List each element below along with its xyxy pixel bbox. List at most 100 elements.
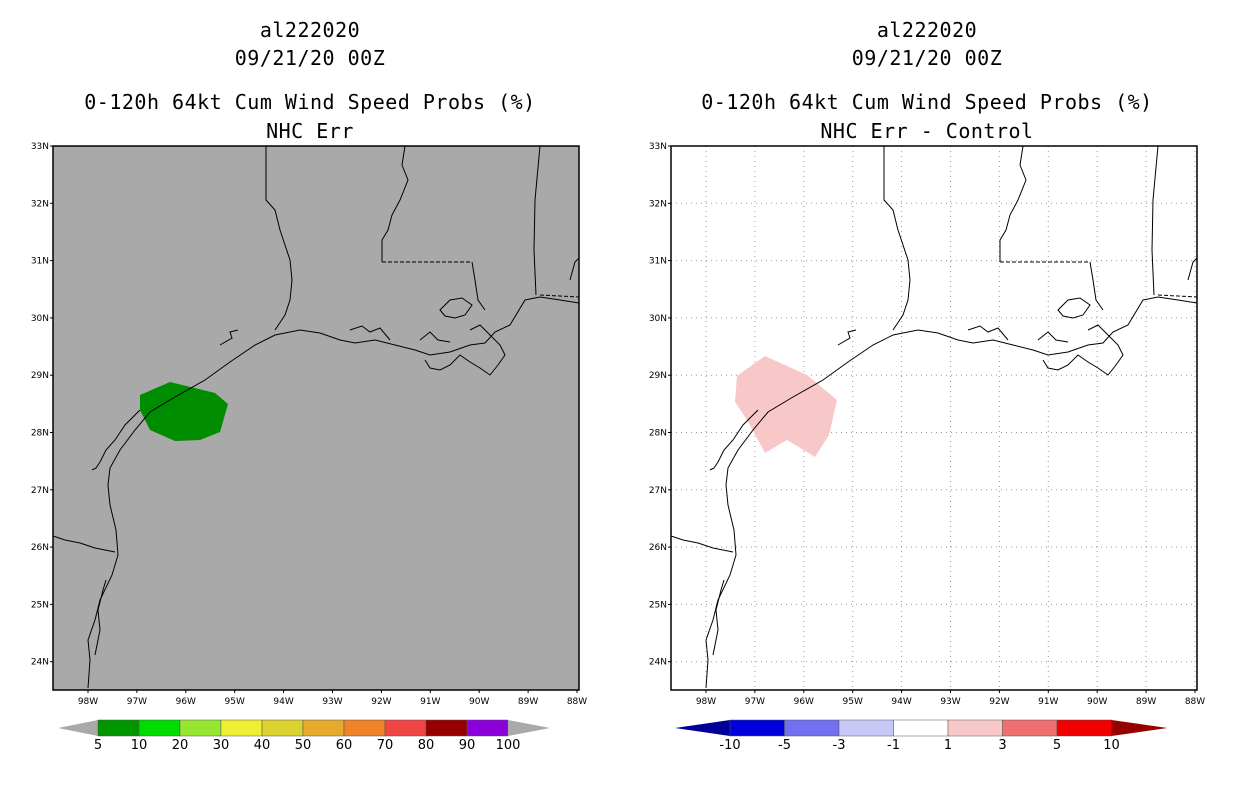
colorbar-label: 5 bbox=[94, 738, 102, 753]
lat-tick-label: 27N bbox=[31, 486, 49, 496]
lon-tick-label: 96W bbox=[176, 697, 196, 707]
lat-tick-label: 30N bbox=[31, 314, 49, 324]
lat-tick-label: 33N bbox=[31, 142, 49, 152]
colorbar-segment bbox=[466, 719, 509, 737]
lon-tick-label: 97W bbox=[127, 697, 147, 707]
lon-tick-label: 89W bbox=[1136, 697, 1156, 707]
left-lon-axis: 98W 97W 96W 95W 94W 93W 92W 91W 90W 89W 88W bbox=[78, 690, 587, 707]
right-storm-id: al222020 bbox=[876, 18, 978, 42]
lon-tick-label: 90W bbox=[469, 697, 489, 707]
colorbar-segment bbox=[343, 719, 386, 737]
colorbar-segment bbox=[947, 719, 1003, 737]
right-product-title: 0-120h 64kt Cum Wind Speed Probs (%) bbox=[701, 90, 1153, 114]
colorbar-label: -5 bbox=[778, 738, 791, 753]
colorbar-segment bbox=[1056, 719, 1112, 737]
right-coastline bbox=[671, 146, 1197, 689]
lat-tick-label: 33N bbox=[649, 142, 667, 152]
lon-tick-label: 92W bbox=[989, 697, 1009, 707]
lon-tick-label: 94W bbox=[273, 697, 293, 707]
lat-tick-label: 29N bbox=[649, 371, 667, 381]
colorbar-label: 70 bbox=[377, 738, 394, 753]
lon-tick-label: 89W bbox=[518, 697, 538, 707]
colorbar-segment bbox=[838, 719, 894, 737]
lat-tick-label: 26N bbox=[649, 543, 667, 553]
lat-tick-label: 29N bbox=[31, 371, 49, 381]
colorbar-segment bbox=[784, 719, 840, 737]
right-subtitle: NHC Err - Control bbox=[820, 119, 1034, 143]
lon-tick-label: 98W bbox=[696, 697, 716, 707]
colorbar-label: 90 bbox=[459, 738, 476, 753]
colorbar-label: 40 bbox=[254, 738, 271, 753]
colorbar-segment bbox=[893, 719, 949, 737]
lat-tick-label: 25N bbox=[31, 600, 49, 610]
colorbar-segment bbox=[138, 719, 181, 737]
left-map-panel: 33N 32N 31N 30N 29N 28N 27N 26N 25N 24N 98W 97W 96W… bbox=[31, 142, 587, 707]
colorbar-label: 60 bbox=[336, 738, 353, 753]
lon-tick-label: 95W bbox=[225, 697, 245, 707]
lat-tick-label: 28N bbox=[649, 429, 667, 439]
lon-tick-label: 90W bbox=[1087, 697, 1107, 707]
colorbar-segment bbox=[384, 719, 427, 737]
left-lat-axis: 33N 32N 31N 30N 29N 28N 27N 26N 25N 24N bbox=[31, 142, 53, 668]
lat-tick-label: 30N bbox=[649, 314, 667, 324]
left-datetime: 09/21/20 00Z bbox=[234, 46, 386, 70]
left-colorbar: 5 10 20 30 40 50 60 70 80 90 100 bbox=[58, 719, 550, 753]
colorbar-label: 30 bbox=[213, 738, 230, 753]
colorbar-label: 1 bbox=[944, 738, 952, 753]
colorbar-label: 10 bbox=[131, 738, 148, 753]
right-map-panel: 33N 32N 31N 30N 29N 28N 27N 26N 25N 24N 98W 97W 96W… bbox=[649, 142, 1205, 707]
colorbar-label: 5 bbox=[1053, 738, 1061, 753]
colorbar-segment bbox=[1002, 719, 1058, 737]
colorbar-label: 50 bbox=[295, 738, 312, 753]
colorbar-segment bbox=[425, 719, 468, 737]
lat-tick-label: 28N bbox=[31, 429, 49, 439]
colorbar-left-triangle bbox=[58, 720, 98, 736]
lat-tick-label: 24N bbox=[31, 658, 49, 668]
right-grid-lines bbox=[671, 146, 1197, 690]
colorbar-right-triangle bbox=[508, 720, 550, 736]
lat-tick-label: 24N bbox=[649, 658, 667, 668]
lon-tick-label: 96W bbox=[794, 697, 814, 707]
colorbar-label: 20 bbox=[172, 738, 189, 753]
right-lat-axis: 33N 32N 31N 30N 29N 28N 27N 26N 25N 24N bbox=[649, 142, 671, 668]
colorbar-segment bbox=[261, 719, 304, 737]
wind-prob-area bbox=[140, 382, 228, 441]
colorbar-segment bbox=[220, 719, 263, 737]
colorbar-segment bbox=[179, 719, 222, 737]
colorbar-label: 80 bbox=[418, 738, 435, 753]
colorbar-segment bbox=[729, 719, 785, 737]
lat-tick-label: 25N bbox=[649, 600, 667, 610]
lon-tick-label: 91W bbox=[1038, 697, 1058, 707]
lon-tick-label: 95W bbox=[843, 697, 863, 707]
colorbar-label: 3 bbox=[998, 738, 1006, 753]
colorbar-segment bbox=[97, 719, 140, 737]
colorbar-label: -1 bbox=[887, 738, 900, 753]
lat-tick-label: 31N bbox=[31, 257, 49, 267]
lat-tick-label: 32N bbox=[649, 199, 667, 209]
lat-tick-label: 32N bbox=[31, 199, 49, 209]
lon-tick-label: 93W bbox=[940, 697, 960, 707]
colorbar-right-triangle bbox=[1111, 720, 1168, 736]
lon-tick-label: 92W bbox=[371, 697, 391, 707]
right-lon-axis: 98W 97W 96W 95W 94W 93W 92W 91W 90W 89W 88W bbox=[696, 690, 1205, 707]
lon-tick-label: 91W bbox=[420, 697, 440, 707]
colorbar-label: -10 bbox=[719, 738, 740, 753]
left-coastline bbox=[53, 146, 579, 689]
lon-tick-label: 97W bbox=[745, 697, 765, 707]
lat-tick-label: 31N bbox=[649, 257, 667, 267]
colorbar-segment bbox=[302, 719, 345, 737]
left-storm-id: al222020 bbox=[259, 18, 361, 42]
lon-tick-label: 94W bbox=[891, 697, 911, 707]
lon-tick-label: 88W bbox=[567, 697, 587, 707]
colorbar-label: -3 bbox=[833, 738, 846, 753]
lon-tick-label: 88W bbox=[1185, 697, 1205, 707]
colorbar-label: 100 bbox=[496, 738, 521, 753]
lat-tick-label: 26N bbox=[31, 543, 49, 553]
left-subtitle: NHC Err bbox=[266, 119, 354, 143]
lon-tick-label: 98W bbox=[78, 697, 98, 707]
lon-tick-label: 93W bbox=[322, 697, 342, 707]
lat-tick-label: 27N bbox=[649, 486, 667, 496]
colorbar-label: 10 bbox=[1103, 738, 1120, 753]
left-product-title: 0-120h 64kt Cum Wind Speed Probs (%) bbox=[84, 90, 536, 114]
wind-prob-diff-area bbox=[735, 356, 837, 457]
